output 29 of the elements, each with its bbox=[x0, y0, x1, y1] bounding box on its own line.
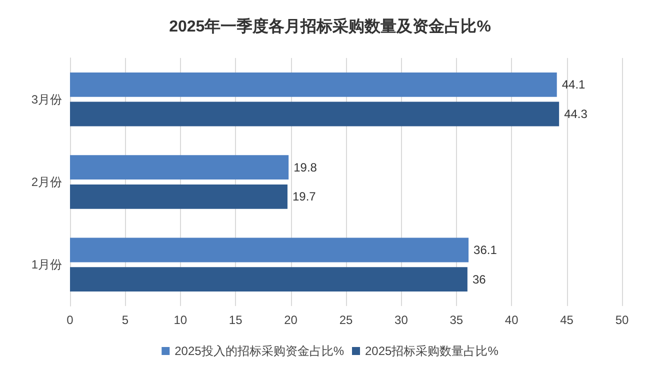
y-tick-label: 1月份 bbox=[31, 258, 62, 272]
y-tick-label: 2月份 bbox=[31, 175, 62, 189]
data-label: 44.3 bbox=[564, 106, 588, 121]
y-tick-label: 3月份 bbox=[31, 92, 62, 106]
data-label: 19.8 bbox=[294, 160, 318, 174]
bar bbox=[70, 102, 560, 126]
x-tick-label: 35 bbox=[450, 313, 464, 327]
x-tick-label: 10 bbox=[174, 313, 188, 327]
x-tick-label: 15 bbox=[228, 313, 243, 327]
chart-title: 2025年一季度各月招标采购数量及资金占比% bbox=[169, 16, 491, 36]
x-tick-label: 30 bbox=[394, 313, 408, 327]
data-label: 19.7 bbox=[292, 190, 316, 204]
x-tick-label: 0 bbox=[66, 313, 74, 327]
x-tick-label: 50 bbox=[615, 313, 629, 327]
x-tick-label: 40 bbox=[504, 313, 519, 327]
bar bbox=[70, 238, 469, 262]
x-tick-label: 25 bbox=[339, 313, 353, 327]
x-tick-label: 5 bbox=[122, 313, 129, 327]
data-label: 36.1 bbox=[474, 243, 498, 258]
legend-label: 2025招标采购数量占比% bbox=[365, 344, 499, 358]
bar bbox=[70, 155, 289, 180]
data-label: 44.1 bbox=[562, 78, 586, 92]
bar bbox=[70, 267, 468, 292]
bar bbox=[70, 72, 557, 97]
legend-label: 2025投入的招标采购资金占比% bbox=[174, 344, 344, 358]
x-tick-label: 20 bbox=[284, 313, 298, 327]
x-tick-label: 45 bbox=[560, 313, 574, 327]
bar bbox=[70, 184, 288, 209]
data-label: 36 bbox=[472, 272, 486, 286]
